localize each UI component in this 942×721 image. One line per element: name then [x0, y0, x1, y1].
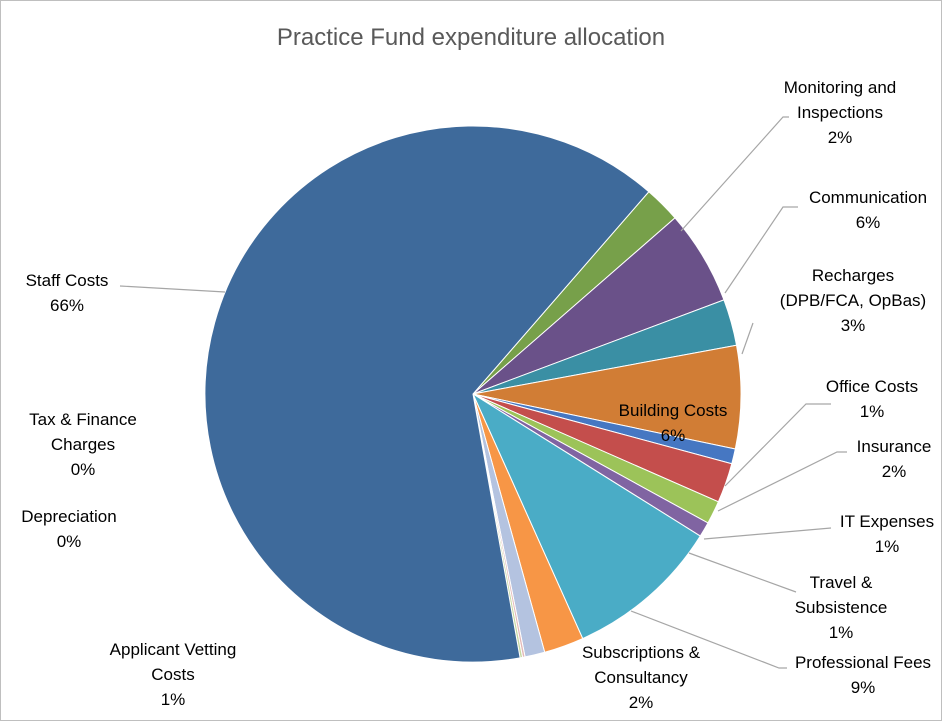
data-label-name: Consultancy [594, 668, 688, 687]
leader-line [703, 527, 832, 540]
data-label-name: Office Costs [826, 377, 918, 396]
data-labels: Monitoring and Inspections 2% Communication… [21, 78, 934, 712]
leader-line [724, 403, 831, 487]
leader-line [717, 451, 847, 512]
data-label-percent: 2% [828, 128, 853, 147]
data-label-name: Applicant Vetting [110, 640, 237, 659]
leader-line [680, 116, 789, 232]
leader-lines [119, 116, 847, 669]
data-label-percent: 6% [856, 213, 881, 232]
data-label-name: Subsistence [795, 598, 888, 617]
data-label-percent: 1% [161, 690, 186, 709]
data-label-percent: 1% [875, 537, 900, 556]
slices [204, 125, 742, 663]
chart-title: Practice Fund expenditure allocation [277, 24, 665, 51]
data-label-name: Recharges [812, 266, 894, 285]
pie-slice-staff-costs [204, 125, 650, 663]
data-label: Communication 6% [809, 188, 927, 232]
data-label-name: IT Expenses [840, 512, 934, 531]
pie-slice-professional-fees [471, 392, 701, 640]
data-label: IT Expenses 1% [840, 512, 934, 556]
data-label: Recharges (DPB/FCA, OpBas) 3% [780, 266, 926, 335]
data-label-name: Depreciation [21, 507, 116, 526]
data-label-name: Communication [809, 188, 927, 207]
data-label: Office Costs 1% [826, 377, 918, 421]
data-label: Monitoring and Inspections 2% [784, 78, 896, 147]
data-label-name: Professional Fees [795, 653, 931, 672]
data-label-percent: 2% [882, 462, 907, 481]
leader-line [741, 322, 754, 355]
leader-line [688, 552, 797, 593]
leader-line [630, 610, 787, 669]
data-label-percent: 6% [661, 426, 686, 445]
data-label-name: Insurance [857, 437, 932, 456]
leader-line [724, 206, 798, 294]
data-label-percent: 66% [50, 296, 84, 315]
data-label: Subscriptions & Consultancy 2% [582, 643, 701, 712]
data-label: Depreciation 0% [21, 507, 116, 551]
data-label: Professional Fees 9% [795, 653, 931, 697]
data-label: Insurance 2% [857, 437, 932, 481]
data-label: Building Costs 6% [619, 401, 728, 445]
data-label-name: Building Costs [619, 401, 728, 420]
data-label-percent: 2% [629, 693, 654, 712]
data-label-name: Costs [151, 665, 194, 684]
data-label-name: Inspections [797, 103, 883, 122]
data-label-percent: 1% [860, 402, 885, 421]
data-label-percent: 0% [71, 460, 96, 479]
data-label-name: Subscriptions & [582, 643, 701, 662]
data-label-percent: 1% [829, 623, 854, 642]
data-label-percent: 0% [57, 532, 82, 551]
leader-line [119, 285, 226, 293]
data-label-name: Monitoring and [784, 78, 896, 97]
data-label-name: Charges [51, 435, 115, 454]
data-label: Applicant Vetting Costs 1% [110, 640, 237, 709]
data-label: Tax & Finance Charges 0% [29, 410, 137, 479]
data-label-name: Tax & Finance [29, 410, 137, 429]
data-label-percent: 9% [851, 678, 876, 697]
data-label: Travel & Subsistence 1% [795, 573, 888, 642]
data-label: Staff Costs 66% [26, 271, 109, 315]
data-label-percent: 3% [841, 316, 866, 335]
data-label-name: (DPB/FCA, OpBas) [780, 291, 926, 310]
data-label-name: Staff Costs [26, 271, 109, 290]
data-label-name: Travel & [810, 573, 873, 592]
